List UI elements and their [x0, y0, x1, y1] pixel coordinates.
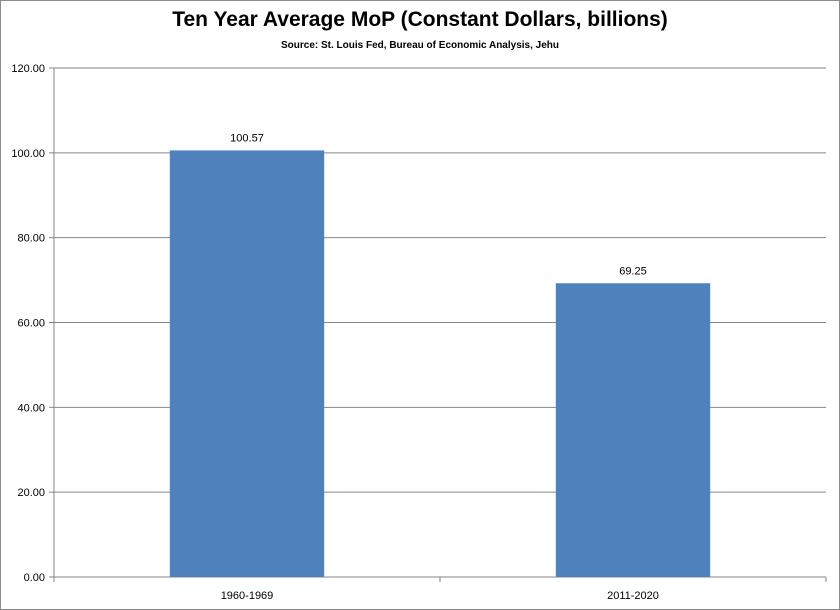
y-tick-label: 20.00 [17, 487, 45, 499]
x-tick-label-2: 2011-2020 [607, 590, 659, 602]
y-tick-label: 0.00 [24, 572, 45, 584]
y-tick-label: 40.00 [17, 402, 45, 414]
y-tick-label: 120.00 [11, 63, 45, 75]
y-tick-label: 100.00 [11, 148, 45, 160]
bar-2 [555, 283, 711, 577]
y-tick-label: 80.00 [17, 233, 45, 245]
bar-1 [169, 150, 325, 577]
data-label-2: 69.25 [619, 265, 647, 277]
data-label-1: 100.57 [230, 132, 264, 144]
y-tick-label: 60.00 [17, 318, 45, 330]
chart-subtitle: Source: St. Louis Fed, Bureau of Economi… [280, 40, 560, 51]
chart-title: Ten Year Average MoP (Constant Dollars, … [172, 8, 668, 31]
x-tick-label-1: 1960-1969 [221, 590, 274, 602]
